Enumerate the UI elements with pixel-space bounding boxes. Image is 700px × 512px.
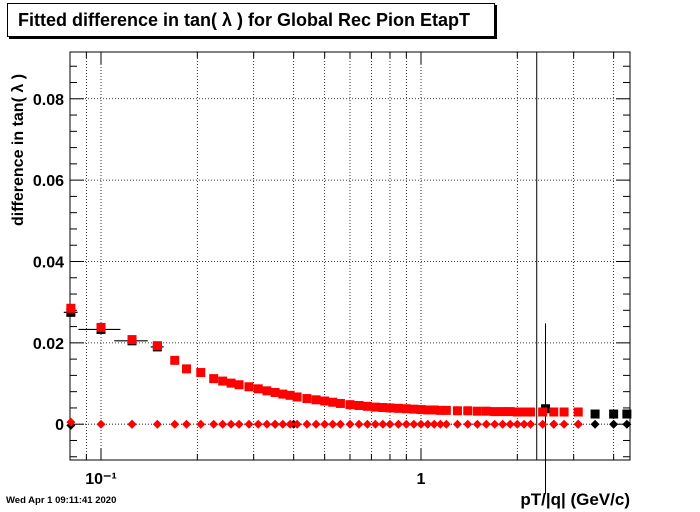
data-point-square — [385, 403, 394, 412]
data-point-diamond — [591, 420, 600, 429]
data-point-square — [153, 341, 162, 350]
chart-title-box: Fitted difference in tan( λ ) for Global… — [7, 3, 495, 37]
data-point-diamond — [244, 420, 253, 429]
data-point-square — [227, 379, 236, 388]
data-point-square — [182, 364, 191, 373]
data-point-diamond — [170, 420, 179, 429]
y-tick-label: 0.02 — [33, 336, 64, 353]
data-point-diamond — [128, 420, 137, 429]
data-point-square — [363, 402, 372, 411]
data-point-square — [591, 410, 600, 419]
data-point-diamond — [385, 420, 394, 429]
data-point-diamond — [490, 420, 499, 429]
data-point-square — [170, 356, 179, 365]
tick-labels: 0 0.02 0.04 0.06 0.08 10⁻¹ 1 — [33, 92, 426, 488]
data-point-square — [538, 408, 547, 417]
data-point-square — [354, 401, 363, 410]
data-point-square — [609, 410, 618, 419]
data-point-square — [302, 394, 311, 403]
data-point-square — [328, 398, 337, 407]
chart-title: Fitted difference in tan( λ ) for Global… — [18, 10, 470, 31]
data-point-square — [128, 335, 137, 344]
data-point-square — [244, 382, 253, 391]
data-point-square — [574, 408, 583, 417]
data-point-diamond — [153, 420, 162, 429]
data-point-diamond — [209, 420, 218, 429]
data-point-diamond — [218, 420, 227, 429]
data-point-diamond — [254, 420, 263, 429]
data-point-diamond — [262, 420, 271, 429]
data-point-square — [442, 406, 451, 415]
data-point-square — [320, 397, 329, 406]
data-point-diamond — [271, 420, 280, 429]
y-tick-label: 0.06 — [33, 173, 64, 190]
data-point-square — [346, 400, 355, 409]
data-point-square — [293, 392, 302, 401]
x-axis-label: pT/|q| (GeV/c) — [520, 490, 630, 510]
data-point-square — [336, 399, 345, 408]
y-tick-label: 0 — [55, 417, 64, 434]
data-point-square — [271, 388, 280, 397]
data-point-diamond — [336, 420, 345, 429]
data-point-diamond — [482, 420, 491, 429]
data-point-square — [66, 304, 75, 313]
data-markers — [64, 52, 632, 494]
data-point-square — [482, 407, 491, 416]
data-point-diamond — [227, 420, 236, 429]
data-point-diamond — [453, 420, 462, 429]
data-point-diamond — [235, 420, 244, 429]
data-point-diamond — [312, 420, 321, 429]
y-axis-label: difference in tan( λ ) — [10, 74, 28, 226]
data-point-diamond — [97, 420, 106, 429]
y-tick-label: 0.08 — [33, 92, 64, 109]
data-point-diamond — [394, 420, 403, 429]
data-point-square — [209, 374, 218, 383]
x-tick-label: 10⁻¹ — [85, 471, 117, 488]
data-point-square — [254, 384, 263, 393]
data-point-square — [394, 404, 403, 413]
data-point-diamond — [609, 420, 618, 429]
data-point-diamond — [526, 420, 535, 429]
data-point-diamond — [560, 420, 569, 429]
data-point-diamond — [320, 420, 329, 429]
data-point-square — [196, 368, 205, 377]
data-point-square — [262, 386, 271, 395]
data-point-square — [473, 407, 482, 416]
data-point-diamond — [463, 420, 472, 429]
data-point-square — [463, 406, 472, 415]
data-point-square — [453, 406, 462, 415]
data-point-diamond — [574, 420, 583, 429]
x-tick-label: 1 — [417, 471, 426, 488]
y-tick-label: 0.04 — [33, 254, 64, 271]
data-point-diamond — [473, 420, 482, 429]
data-point-diamond — [346, 420, 355, 429]
data-point-diamond — [328, 420, 337, 429]
data-point-diamond — [442, 420, 451, 429]
data-point-square — [549, 408, 558, 417]
data-point-square — [526, 408, 535, 417]
timestamp: Wed Apr 1 09:11:41 2020 — [6, 495, 116, 506]
data-point-square — [218, 377, 227, 386]
data-point-diamond — [302, 420, 311, 429]
data-point-diamond — [549, 420, 558, 429]
data-point-square — [560, 408, 569, 417]
data-point-square — [312, 395, 321, 404]
data-point-square — [490, 407, 499, 416]
data-point-square — [97, 323, 106, 332]
data-point-diamond — [363, 420, 372, 429]
data-point-diamond — [182, 420, 191, 429]
data-point-square — [622, 410, 631, 419]
data-point-square — [235, 380, 244, 389]
data-point-diamond — [354, 420, 363, 429]
